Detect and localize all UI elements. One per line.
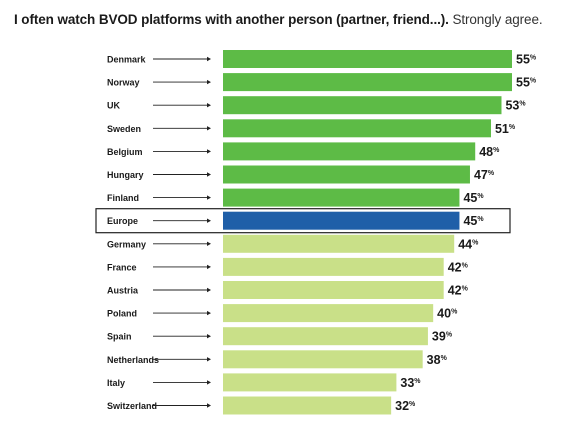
bar	[223, 188, 460, 207]
chart-title-answer: Strongly agree.	[452, 12, 543, 27]
value-label: 40%	[437, 307, 458, 321]
value-suffix: %	[441, 355, 448, 362]
bar	[223, 373, 397, 392]
value-label: 42%	[448, 260, 469, 274]
bar	[223, 165, 470, 184]
value-label: 32%	[395, 399, 416, 413]
value-suffix: %	[493, 147, 500, 154]
bar	[223, 257, 444, 276]
bar	[223, 73, 512, 92]
category-label: Belgium	[107, 147, 143, 157]
value-suffix: %	[414, 378, 421, 385]
category-label: Hungary	[107, 170, 144, 180]
arrow-head	[207, 195, 211, 200]
value-suffix: %	[462, 286, 469, 293]
value-label: 47%	[474, 168, 495, 182]
value-suffix: %	[509, 124, 516, 131]
value-suffix: %	[488, 170, 495, 177]
value-suffix: %	[519, 101, 526, 108]
category-label: Germany	[107, 239, 146, 249]
arrow-head	[207, 56, 211, 62]
value-label: 55%	[516, 53, 537, 67]
bar	[223, 96, 502, 115]
bar	[223, 234, 455, 253]
arrow-head	[207, 380, 211, 385]
arrow-head	[207, 287, 211, 293]
value-suffix: %	[530, 55, 537, 62]
category-label: Denmark	[107, 55, 147, 65]
category-label: Finland	[107, 193, 139, 203]
category-label: Europe	[107, 216, 138, 226]
value-label: 42%	[448, 284, 469, 298]
category-label: Switzerland	[107, 401, 157, 411]
bar	[223, 350, 423, 369]
category-label: Norway	[107, 78, 140, 88]
value-suffix: %	[451, 309, 458, 316]
value-suffix: %	[462, 262, 469, 269]
value-label: 53%	[505, 99, 526, 113]
value-label: 39%	[432, 330, 453, 344]
arrow-head	[207, 310, 211, 316]
bar	[223, 327, 428, 346]
arrow-head	[207, 79, 211, 85]
category-label: Netherlands	[107, 355, 159, 365]
arrow-head	[207, 172, 211, 177]
bar	[223, 142, 476, 161]
value-suffix: %	[530, 78, 537, 85]
arrow-head	[207, 126, 211, 131]
arrow-head	[207, 264, 211, 270]
chart-title: I often watch BVOD platforms with anothe…	[14, 12, 543, 27]
bar	[223, 50, 512, 68]
arrow-head	[207, 218, 211, 223]
bar	[223, 281, 444, 299]
value-suffix: %	[472, 239, 479, 246]
bar	[223, 304, 434, 323]
category-label: Italy	[107, 378, 125, 388]
value-label: 44%	[458, 237, 479, 251]
value-suffix: %	[409, 401, 416, 408]
value-suffix: %	[477, 216, 484, 223]
value-label: 45%	[463, 191, 484, 205]
arrow-head	[207, 334, 211, 339]
value-label: 38%	[427, 353, 448, 367]
category-label: Spain	[107, 332, 132, 342]
value-label: 33%	[400, 376, 421, 390]
bar	[223, 211, 460, 230]
value-label: 48%	[479, 145, 500, 159]
arrow-head	[207, 149, 211, 154]
chart-title-question: I often watch BVOD platforms with anothe…	[14, 12, 449, 27]
arrow-head	[207, 241, 211, 246]
category-label: UK	[107, 101, 120, 111]
value-label: 45%	[463, 214, 484, 228]
arrow-head	[207, 403, 211, 408]
value-suffix: %	[477, 193, 484, 200]
bar	[223, 396, 392, 415]
arrow-head	[207, 103, 211, 108]
value-label: 55%	[516, 76, 537, 90]
value-suffix: %	[446, 332, 453, 339]
category-label: France	[107, 262, 137, 272]
category-label: Sweden	[107, 124, 141, 134]
category-label: Poland	[107, 309, 137, 319]
category-label: Austria	[107, 286, 139, 296]
highlight-box-europe	[95, 208, 511, 234]
bar	[223, 119, 491, 138]
value-label: 51%	[495, 122, 516, 136]
arrow-head	[207, 357, 211, 362]
